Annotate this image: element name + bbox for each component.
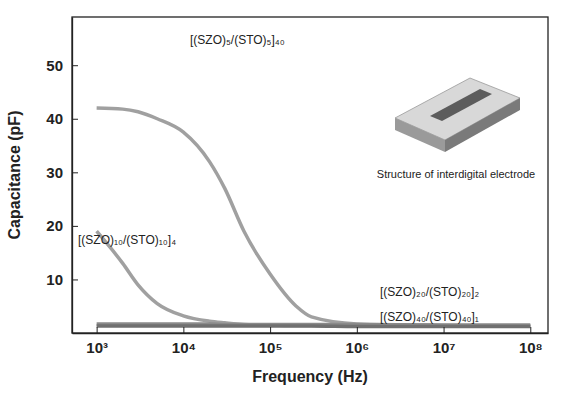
- y-tick: 50: [46, 57, 78, 74]
- y-tick: 30: [46, 164, 78, 181]
- series-label: [(SZO)₂₀/(STO)₂₀]₂: [380, 285, 479, 299]
- y-axis: 10 20 30 40 50: [46, 18, 78, 334]
- y-tick-label: 30: [46, 164, 63, 181]
- x-tick-label: 10⁶: [346, 339, 370, 356]
- plot-area: [97, 108, 531, 327]
- inset-strip: [430, 89, 492, 121]
- x-tick-mark: [97, 327, 98, 333]
- x-tick-mark: [357, 327, 358, 333]
- x-tick-label: 10⁴: [172, 339, 196, 356]
- series-label: [(SZO)₁₀/(STO)₁₀]₄: [78, 233, 176, 247]
- y-tick-mark: [72, 172, 78, 173]
- x-axis-line: [73, 333, 549, 334]
- x-tick: 10⁸: [519, 327, 543, 356]
- x-axis-title: Frequency (Hz): [252, 368, 368, 385]
- y-tick-mark: [72, 65, 78, 66]
- x-tick-mark: [444, 327, 445, 333]
- x-tick-mark: [183, 327, 184, 333]
- x-tick-mark: [270, 327, 271, 333]
- y-tick: 20: [46, 217, 78, 234]
- inset-side: [395, 118, 445, 152]
- x-tick-label: 10³: [86, 339, 108, 356]
- plot-frame: [72, 17, 548, 333]
- y-tick-label: 10: [46, 271, 63, 288]
- x-tick-label: 10⁷: [433, 339, 456, 356]
- x-tick-label: 10⁸: [519, 339, 543, 356]
- y-tick-mark: [72, 279, 78, 280]
- x-tick: 10⁵: [259, 327, 283, 356]
- series-line: [97, 324, 531, 328]
- y-tick-label: 20: [46, 217, 63, 234]
- inset-electrode: [395, 78, 520, 152]
- y-tick-mark: [72, 226, 78, 227]
- y-tick: 40: [46, 110, 78, 127]
- series-line: [97, 108, 531, 326]
- y-tick-mark: [72, 119, 78, 120]
- annotation: Structure of interdigital electrode: [377, 168, 535, 180]
- x-tick: 10⁶: [346, 327, 370, 356]
- y-tick: 10: [46, 271, 78, 288]
- x-tick: 10⁷: [433, 327, 456, 356]
- series-label: [(SZO)₅/(STO)₅]₄₀: [190, 33, 285, 47]
- y-axis-title: Capacitance (pF): [6, 111, 23, 240]
- x-tick-label: 10⁵: [259, 339, 283, 356]
- y-axis-line: [72, 18, 73, 334]
- y-tick-label: 50: [46, 57, 63, 74]
- x-tick: 10³: [86, 327, 108, 356]
- x-axis: 10³ 10⁴ 10⁵ 10⁶ 10⁷ 10⁸: [73, 327, 549, 356]
- x-tick: 10⁴: [172, 327, 196, 356]
- x-tick-mark: [530, 327, 531, 333]
- y-tick-label: 40: [46, 110, 63, 127]
- series-label: [(SZO)₄₀/(STO)₄₀]₁: [380, 310, 479, 324]
